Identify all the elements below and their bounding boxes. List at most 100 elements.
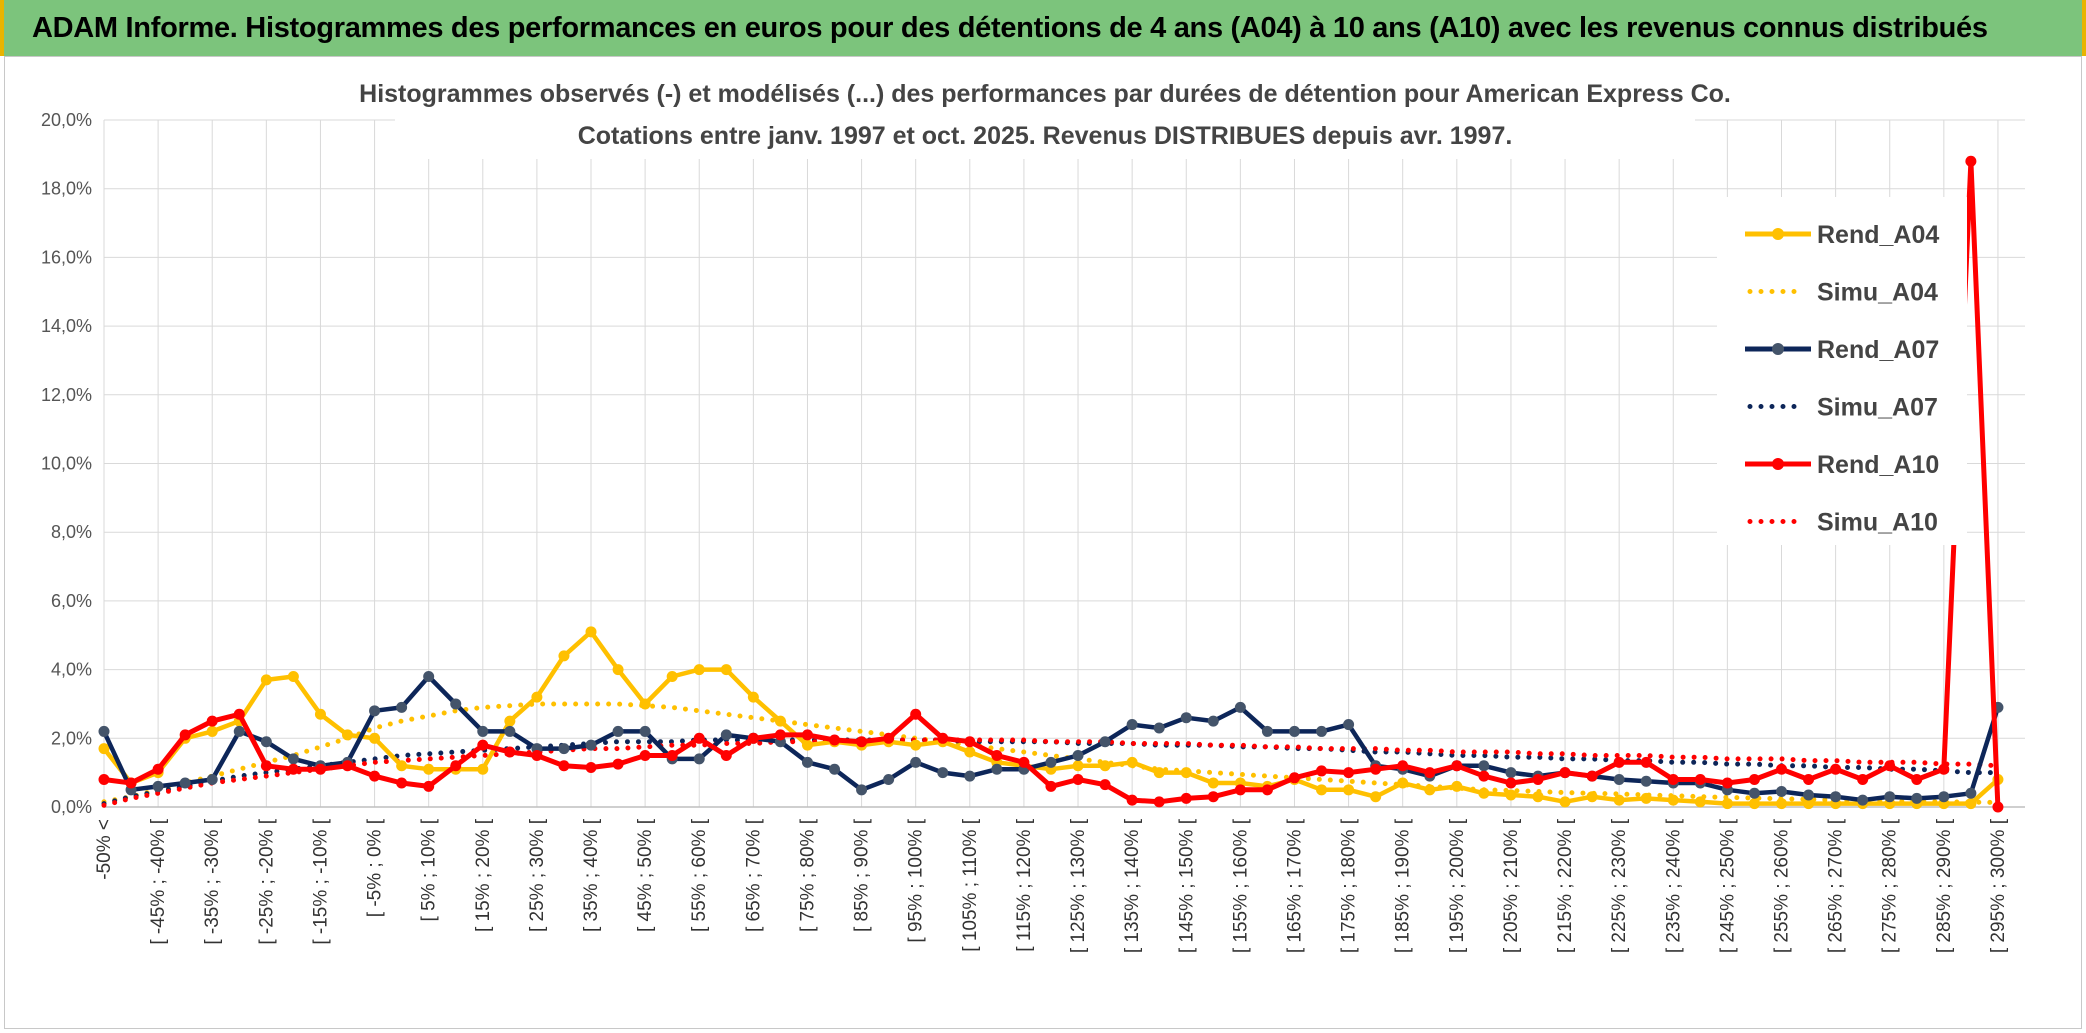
data-point (369, 732, 381, 744)
x-tick-label: [ -15% ; -10% [ (310, 818, 331, 944)
data-point (206, 725, 218, 737)
data-point (666, 670, 678, 682)
x-tick-label: [ -45% ; -40% [ (148, 818, 169, 944)
x-tick-label: [ 65% ; 70% [ (743, 818, 764, 932)
x-tick-label: [ -5% ; 0% [ (365, 818, 386, 917)
data-point (1613, 774, 1625, 786)
data-point (1884, 791, 1896, 803)
series-simu-a07 (101, 737, 2001, 807)
data-point (964, 746, 976, 758)
data-point (1884, 760, 1896, 772)
data-point (1775, 763, 1787, 775)
data-point (1180, 767, 1192, 779)
data-point (639, 698, 651, 710)
data-point (98, 774, 110, 786)
data-point (1451, 780, 1463, 792)
data-point (531, 749, 543, 761)
x-tick-label: [ 275% ; 280% [ (1880, 818, 1901, 953)
x-tick-label: [ 225% ; 230% [ (1609, 818, 1630, 953)
y-tick-label: 0,0% (51, 797, 92, 817)
data-point (1045, 780, 1057, 792)
legend-backdrop (1717, 197, 1967, 545)
x-tick-label: [ 85% ; 90% [ (852, 818, 873, 932)
legend-entry: Rend_A04 (1745, 221, 1939, 249)
header-title: ADAM Informe. Histogrammes des performan… (32, 11, 1988, 44)
x-tick-label: [ 245% ; 250% [ (1717, 818, 1738, 953)
data-point (1099, 736, 1111, 748)
y-tick-label: 10,0% (41, 454, 92, 474)
data-point (693, 753, 705, 765)
data-point (585, 761, 597, 773)
y-tick-label: 6,0% (51, 591, 92, 611)
data-point (1586, 770, 1598, 782)
y-tick-label: 4,0% (51, 660, 92, 680)
data-point (883, 732, 895, 744)
data-point (747, 691, 759, 703)
x-tick-label: [ 215% ; 220% [ (1555, 818, 1576, 953)
data-point (964, 736, 976, 748)
data-point (1965, 155, 1977, 167)
x-tick-label: [ 105% ; 110% [ (960, 818, 981, 951)
data-point (179, 729, 191, 741)
y-axis-ticks: 0,0% 2,0% 4,0% 6,0% 8,0% 10,0% 12,0% 14,0% 16,0%… (41, 110, 92, 817)
data-point (1748, 774, 1760, 786)
y-tick-label: 14,0% (41, 316, 92, 336)
legend-label: Rend_A04 (1817, 221, 1939, 249)
data-point (801, 729, 813, 741)
chart-title: Histogrammes observés (-) et modélisés (… (359, 80, 1731, 108)
x-tick-label: [ 205% ; 210% [ (1501, 818, 1522, 953)
data-point (1667, 794, 1679, 806)
data-point (450, 760, 462, 772)
legend-label: Rend_A10 (1817, 451, 1939, 479)
data-point (693, 732, 705, 744)
x-tick-label: [ 75% ; 80% [ (797, 818, 818, 932)
data-point (1803, 774, 1815, 786)
data-point (612, 664, 624, 676)
data-point (1478, 787, 1490, 799)
data-point (314, 763, 326, 775)
data-point (1775, 786, 1787, 798)
data-point (1857, 774, 1869, 786)
data-point (1911, 774, 1923, 786)
data-point (1667, 774, 1679, 786)
x-axis-ticks: -50% < [ -45% ; -40% [[ -35% ; -30% [[ -2… (94, 818, 2009, 953)
data-point (1830, 791, 1842, 803)
data-point (1316, 725, 1328, 737)
data-point (937, 767, 949, 779)
series-line (101, 737, 2001, 807)
data-point (1126, 719, 1138, 731)
chart-series (98, 155, 2004, 813)
data-point (504, 725, 516, 737)
legend-marker (1772, 228, 1784, 240)
legend-label: Simu_A04 (1817, 279, 1938, 307)
data-point (287, 670, 299, 682)
data-point (477, 763, 489, 775)
data-point (1559, 767, 1571, 779)
data-point (1694, 774, 1706, 786)
data-point (1748, 798, 1760, 810)
legend-label: Rend_A07 (1817, 336, 1939, 364)
x-tick-label: [ 165% ; 170% [ (1284, 818, 1305, 953)
data-point (233, 708, 245, 720)
legend-entry: Rend_A07 (1745, 336, 1939, 364)
data-point (260, 674, 272, 686)
data-point (369, 770, 381, 782)
data-point (558, 760, 570, 772)
x-tick-label: [ 195% ; 200% [ (1447, 818, 1468, 953)
data-point (1640, 775, 1652, 787)
data-point (206, 715, 218, 727)
data-point (1397, 760, 1409, 772)
x-tick-label: [ 45% ; 50% [ (635, 818, 656, 932)
data-point (1316, 765, 1328, 777)
data-point (1072, 760, 1084, 772)
data-point (179, 777, 191, 789)
data-point (98, 743, 110, 755)
data-point (1613, 756, 1625, 768)
data-point (558, 743, 570, 755)
data-point (396, 701, 408, 713)
data-point (504, 715, 516, 727)
chart-legend: Rend_A04 Simu_A04 Rend_A07 Simu_A07 Rend_A10… (1717, 197, 1967, 545)
data-point (1288, 725, 1300, 737)
data-point (585, 739, 597, 751)
x-tick-label: [ -35% ; -30% [ (202, 818, 223, 944)
